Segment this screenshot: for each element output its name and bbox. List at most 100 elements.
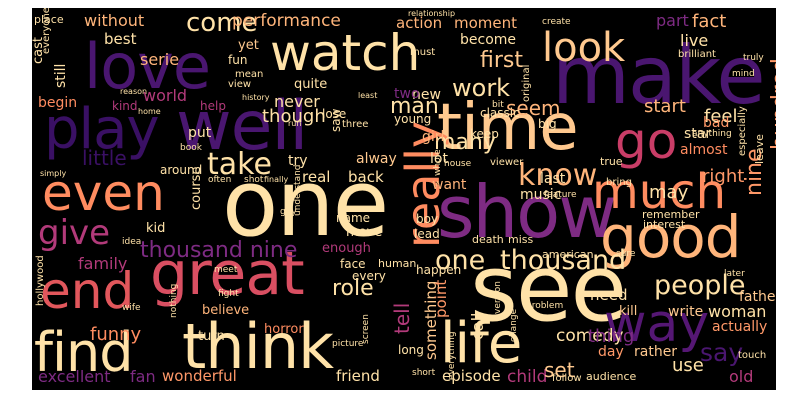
word: many (434, 130, 496, 155)
word: picture (332, 339, 364, 349)
word: action (396, 14, 443, 32)
word: understand (293, 164, 303, 216)
word: shot (244, 175, 264, 185)
word: problem (526, 301, 564, 311)
word: leave (753, 134, 766, 164)
word: music (520, 187, 562, 203)
word: finally (264, 175, 289, 184)
word: turn (198, 329, 225, 344)
word: nothing (169, 283, 179, 318)
word: big (538, 117, 557, 131)
word: seem (506, 96, 561, 120)
word: may (649, 182, 689, 203)
word: write (668, 304, 704, 320)
word: episode (442, 367, 501, 385)
word: idea (122, 237, 142, 247)
word: simply (40, 169, 67, 178)
word: thousand nine (140, 238, 298, 263)
word: follow (552, 373, 582, 384)
word: interest (643, 218, 686, 231)
word: anything (692, 129, 732, 139)
word: screen (361, 314, 371, 344)
word: especially (737, 106, 748, 156)
word: put (188, 125, 212, 141)
word: kid (146, 221, 166, 236)
word: feel (704, 106, 738, 127)
word: everything (447, 331, 457, 380)
word: horror (264, 322, 304, 337)
word: feature (544, 190, 577, 200)
word: give (38, 213, 111, 253)
word: look (542, 25, 626, 71)
word: lot (430, 151, 448, 167)
word: view (228, 79, 252, 90)
word: hollywood (35, 255, 46, 306)
word: want (432, 177, 467, 193)
word: world (143, 86, 188, 105)
word: best (104, 30, 137, 48)
word: almost (680, 142, 728, 158)
word: run (288, 119, 302, 128)
word: fun (228, 53, 248, 67)
word: find (34, 321, 134, 384)
word: version (493, 281, 503, 314)
word: miss (508, 233, 534, 246)
word: say (700, 338, 744, 367)
word: young (394, 112, 432, 126)
word: home (138, 107, 161, 116)
word: enough (322, 241, 371, 256)
word: face (340, 257, 366, 271)
word: father (739, 289, 776, 305)
word: child (507, 367, 548, 387)
word: three (342, 119, 369, 130)
word: make (552, 29, 766, 122)
word: believe (202, 303, 250, 318)
word: mean (235, 69, 264, 80)
word: star (684, 126, 712, 142)
word: house (444, 159, 472, 169)
word: true (600, 155, 623, 168)
word: alway (356, 151, 397, 167)
word: mind (732, 69, 755, 79)
word: every (352, 269, 386, 283)
word: time (437, 91, 579, 165)
word: short (412, 368, 436, 378)
word: hundred (768, 58, 776, 150)
word: point (432, 279, 450, 318)
word: move (346, 225, 383, 240)
word: kind (112, 99, 138, 113)
word: good (600, 203, 742, 271)
word: classic (480, 106, 520, 120)
word: name (336, 211, 371, 225)
word: reason (120, 87, 148, 96)
word: rather (634, 344, 678, 360)
word: become (460, 32, 517, 48)
word: need (590, 286, 628, 304)
word: end (40, 262, 135, 320)
word: role (332, 276, 374, 301)
word: well (176, 87, 308, 166)
word: though (262, 106, 326, 127)
word: little (82, 146, 127, 170)
word: first (480, 48, 523, 73)
word: excellent (38, 367, 111, 386)
word: everyone (41, 8, 52, 54)
word: relationship (408, 9, 456, 18)
word: least (358, 91, 378, 100)
word: see (470, 235, 627, 342)
word: family (78, 254, 128, 273)
word: american (542, 248, 594, 261)
word: two (394, 86, 420, 102)
word: often (208, 175, 232, 185)
word: truly (743, 53, 764, 63)
word: create (542, 17, 571, 27)
word: yet (238, 38, 259, 53)
word: begin (38, 95, 78, 111)
word: show (437, 170, 617, 254)
word: play (44, 97, 160, 162)
word-cloud: one see show good make love well time wa… (32, 8, 776, 390)
word: remember (642, 208, 700, 221)
word: man (390, 94, 439, 119)
word: people (654, 270, 746, 301)
word: bit (492, 100, 504, 110)
